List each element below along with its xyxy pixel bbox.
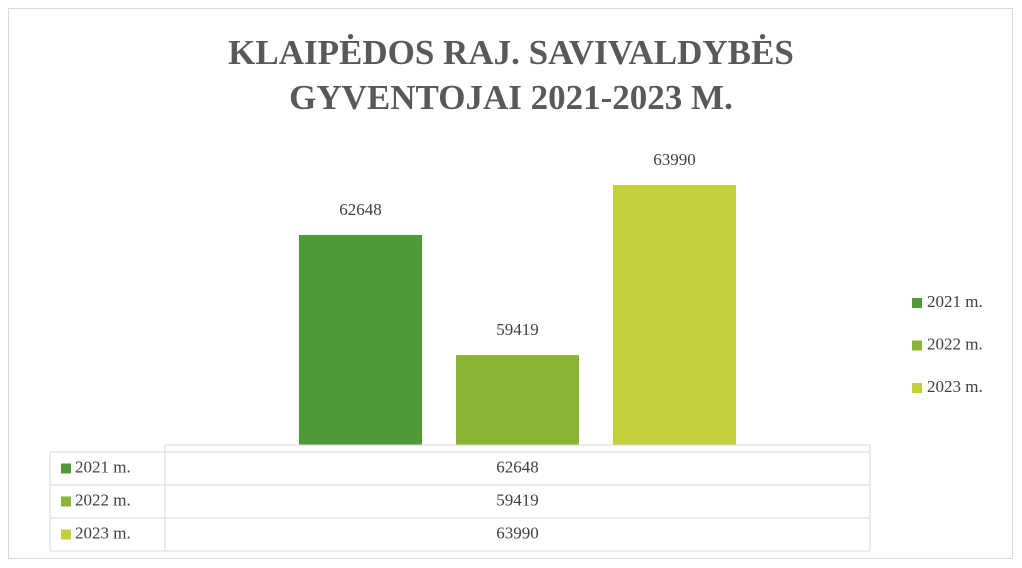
table-value: 59419 <box>496 490 539 509</box>
legend-swatch <box>912 298 922 308</box>
data-label: 63990 <box>653 150 696 169</box>
table-series-name: 2023 m. <box>75 523 131 542</box>
table-swatch <box>61 463 71 474</box>
table-series-name: 2021 m. <box>75 457 131 476</box>
table-value: 63990 <box>496 523 539 542</box>
legend-swatch <box>912 383 922 393</box>
bar <box>299 234 422 445</box>
chart-frame <box>8 8 1013 559</box>
table-value: 62648 <box>496 457 539 476</box>
table-swatch <box>61 529 71 540</box>
bar <box>456 355 579 445</box>
table-swatch <box>61 496 71 507</box>
legend-label: 2023 m. <box>927 377 983 396</box>
data-label: 59419 <box>496 320 539 339</box>
data-label: 62648 <box>339 200 382 219</box>
legend-swatch <box>912 340 922 351</box>
chart-title: KLAIPĖDOS RAJ. SAVIVALDYBĖS GYVENTOJAI 2… <box>228 33 794 117</box>
legend-label: 2022 m. <box>927 334 983 353</box>
legend-label: 2021 m. <box>927 292 983 311</box>
table-series-name: 2022 m. <box>75 490 131 509</box>
bar <box>613 185 736 445</box>
